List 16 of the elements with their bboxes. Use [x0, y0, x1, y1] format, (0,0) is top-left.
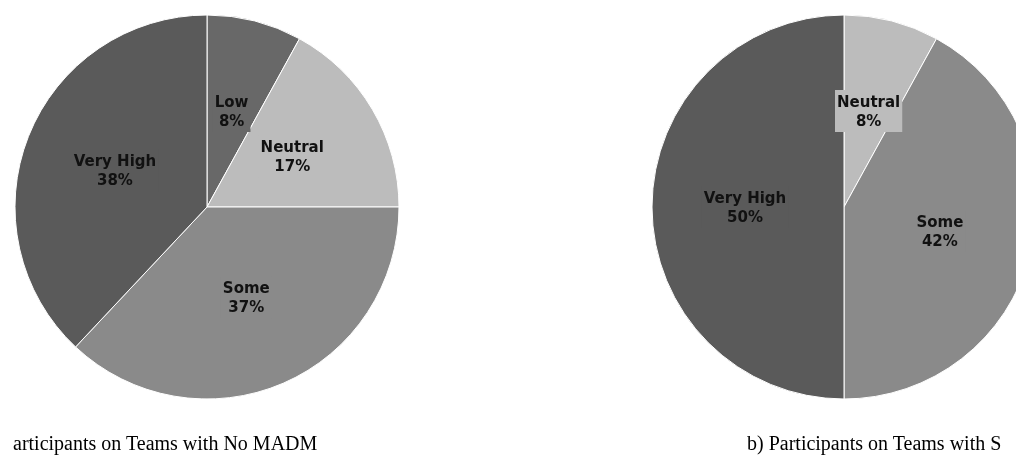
slice-label: Very High	[703, 188, 787, 207]
data-label: 50%	[727, 207, 763, 226]
data-label: 38%	[97, 171, 133, 190]
slice-label: Neutral	[837, 92, 901, 111]
text: articipants on Teams with No MADM	[13, 432, 318, 455]
data-label: 8%	[218, 111, 245, 130]
text: b) Participants on Teams with S	[747, 432, 1002, 455]
data-label: 8%	[855, 111, 882, 130]
slice-label: Low	[214, 92, 249, 111]
slice-label: Neutral	[260, 138, 324, 157]
slice-label: Some	[916, 213, 964, 232]
data-label: 42%	[921, 232, 958, 251]
slice-label: Very High	[73, 152, 157, 171]
slice-label: Some	[222, 279, 270, 298]
data-label: 17%	[274, 157, 311, 176]
data-label: 37%	[228, 298, 265, 317]
